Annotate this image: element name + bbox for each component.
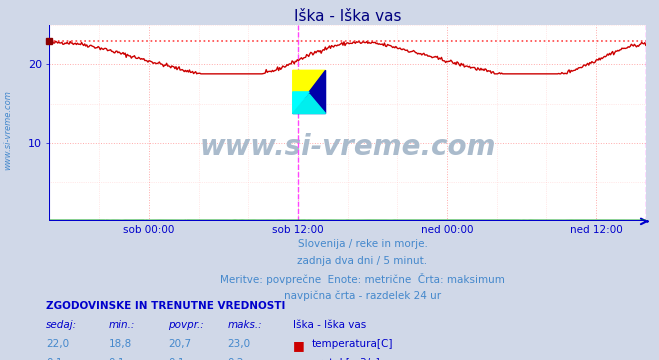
Text: povpr.:: povpr.: bbox=[168, 320, 204, 330]
Text: min.:: min.: bbox=[109, 320, 135, 330]
Text: ned 00:00: ned 00:00 bbox=[421, 225, 473, 235]
Text: ■: ■ bbox=[293, 339, 305, 352]
Text: ZGODOVINSKE IN TRENUTNE VREDNOSTI: ZGODOVINSKE IN TRENUTNE VREDNOSTI bbox=[46, 301, 285, 311]
Text: ned 12:00: ned 12:00 bbox=[570, 225, 623, 235]
Polygon shape bbox=[293, 94, 326, 113]
Text: www.si-vreme.com: www.si-vreme.com bbox=[3, 90, 13, 170]
Text: sob 00:00: sob 00:00 bbox=[123, 225, 175, 235]
Text: 23,0: 23,0 bbox=[227, 339, 250, 349]
Text: maks.:: maks.: bbox=[227, 320, 262, 330]
Text: Slovenija / reke in morje.: Slovenija / reke in morje. bbox=[297, 239, 428, 249]
Text: 20,7: 20,7 bbox=[168, 339, 191, 349]
Text: 0,1: 0,1 bbox=[46, 358, 63, 360]
Polygon shape bbox=[293, 92, 309, 113]
Text: pretok[m3/s]: pretok[m3/s] bbox=[312, 358, 380, 360]
Text: 0,1: 0,1 bbox=[109, 358, 125, 360]
Text: temperatura[C]: temperatura[C] bbox=[312, 339, 393, 349]
Text: 0,2: 0,2 bbox=[227, 358, 244, 360]
Polygon shape bbox=[293, 70, 326, 113]
Text: 18,8: 18,8 bbox=[109, 339, 132, 349]
Text: 0,1: 0,1 bbox=[168, 358, 185, 360]
Title: Iška - Iška vas: Iška - Iška vas bbox=[294, 9, 401, 24]
Text: sob 12:00: sob 12:00 bbox=[272, 225, 324, 235]
Text: 22,0: 22,0 bbox=[46, 339, 69, 349]
Text: zadnja dva dni / 5 minut.: zadnja dva dni / 5 minut. bbox=[297, 256, 428, 266]
Text: ■: ■ bbox=[293, 358, 305, 360]
Text: www.si-vreme.com: www.si-vreme.com bbox=[200, 133, 496, 161]
Polygon shape bbox=[293, 70, 326, 113]
Text: sedaj:: sedaj: bbox=[46, 320, 77, 330]
Text: Iška - Iška vas: Iška - Iška vas bbox=[293, 320, 366, 330]
Text: navpična črta - razdelek 24 ur: navpična črta - razdelek 24 ur bbox=[284, 290, 441, 301]
Text: Meritve: povprečne  Enote: metrične  Črta: maksimum: Meritve: povprečne Enote: metrične Črta:… bbox=[220, 273, 505, 285]
